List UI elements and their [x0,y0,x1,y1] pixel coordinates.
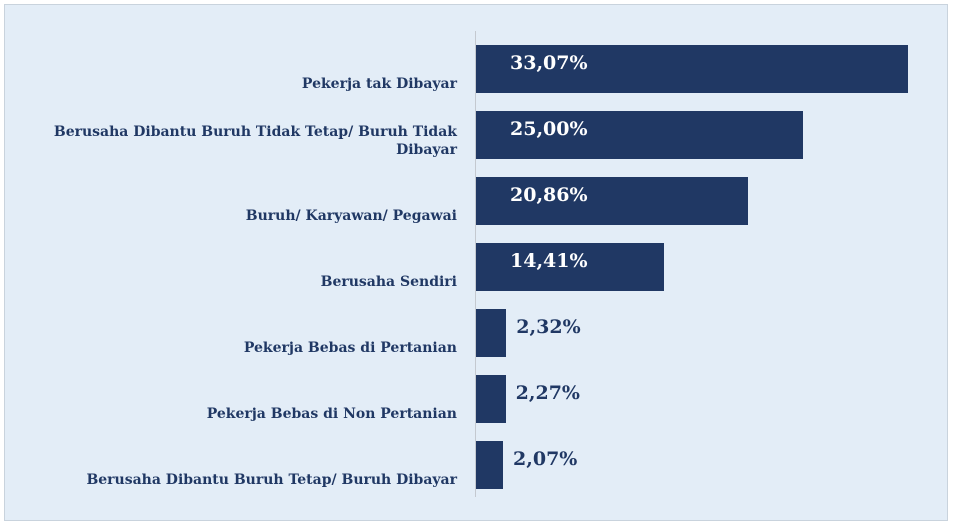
category-label: Pekerja tak Dibayar [301,76,457,92]
value-label: 2,07% [513,448,578,470]
value-label: 14,41% [510,250,588,272]
value-label: 2,32% [516,316,581,338]
bar [476,309,507,357]
category-label: Pekerja Bebas di Pertanian [243,340,457,356]
value-label: 2,27% [515,382,580,404]
category-label: Buruh/ Karyawan/ Pegawai [245,208,457,224]
category-label: Berusaha Sendiri [320,274,457,290]
axis-line [475,31,476,497]
value-label: 33,07% [510,52,588,74]
bar [476,243,665,291]
value-label: 25,00% [510,118,588,140]
chart: 33,07% Pekerja tak Dibayar 25,00% Berusaha … [4,4,948,521]
bar [476,177,749,225]
category-label: Pekerja Bebas di Non Pertanian [206,406,457,422]
bar [476,111,803,159]
bar [476,45,908,93]
bar [476,375,506,423]
bar [476,441,504,489]
value-label: 20,86% [510,184,588,206]
category-label: Berusaha Dibantu Buruh Tetap/ Buruh Diba… [86,472,457,488]
category-label: Berusaha Dibantu Buruh Tidak Tetap/ Buru… [53,124,457,158]
